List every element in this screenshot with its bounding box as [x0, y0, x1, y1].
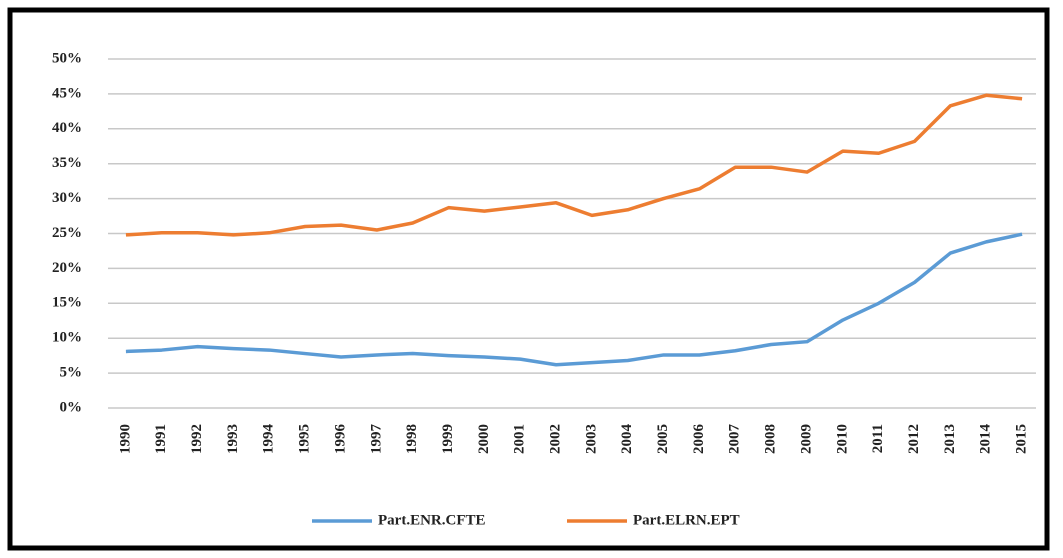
x-tick-label: 2003 [583, 424, 599, 454]
x-tick-label: 1991 [153, 424, 169, 454]
y-tick-label: 50% [52, 50, 82, 66]
y-tick-label: 5% [60, 365, 83, 381]
x-tick-label: 2005 [655, 424, 671, 454]
y-tick-label: 45% [52, 85, 82, 101]
x-tick-label: 1994 [261, 424, 277, 455]
x-tick-label: 2002 [548, 424, 564, 454]
x-tick-label: 2012 [906, 424, 922, 454]
x-tick-label: 1997 [368, 424, 384, 455]
x-tick-label: 2004 [619, 424, 635, 455]
x-tick-label: 1992 [189, 424, 205, 454]
chart-frame [7, 7, 1050, 551]
x-tick-label: 2001 [512, 424, 528, 454]
y-tick-label: 25% [52, 225, 82, 241]
legend-label: Part.ENR.CFTE [378, 512, 486, 528]
y-tick-label: 40% [52, 120, 82, 136]
x-tick-label: 2008 [763, 424, 779, 454]
x-tick-label: 2006 [691, 424, 707, 455]
x-tick-label: 1996 [332, 424, 348, 455]
y-tick-label: 35% [52, 155, 82, 171]
x-tick-label: 1998 [404, 424, 420, 454]
x-tick-label: 2015 [1014, 424, 1030, 454]
x-tick-label: 1995 [297, 424, 313, 454]
x-tick-label: 2014 [978, 424, 994, 455]
y-tick-label: 30% [52, 190, 82, 206]
x-tick-label: 1990 [117, 424, 133, 454]
y-tick-label: 0% [60, 399, 83, 415]
x-tick-label: 2009 [798, 424, 814, 454]
x-tick-label: 2000 [476, 424, 492, 454]
series-line [125, 232, 1023, 367]
y-tick-label: 15% [52, 295, 82, 311]
x-tick-label: 1993 [225, 424, 241, 454]
x-tick-label: 2007 [727, 424, 743, 455]
y-tick-label: 20% [52, 260, 82, 276]
x-tick-label: 2011 [870, 424, 886, 453]
x-tick-label: 2010 [834, 424, 850, 454]
legend-label: Part.ELRN.EPT [633, 512, 740, 528]
series-line [125, 93, 1023, 237]
y-tick-label: 10% [52, 330, 82, 346]
x-tick-label: 1999 [440, 424, 456, 454]
x-tick-label: 2013 [942, 424, 958, 454]
